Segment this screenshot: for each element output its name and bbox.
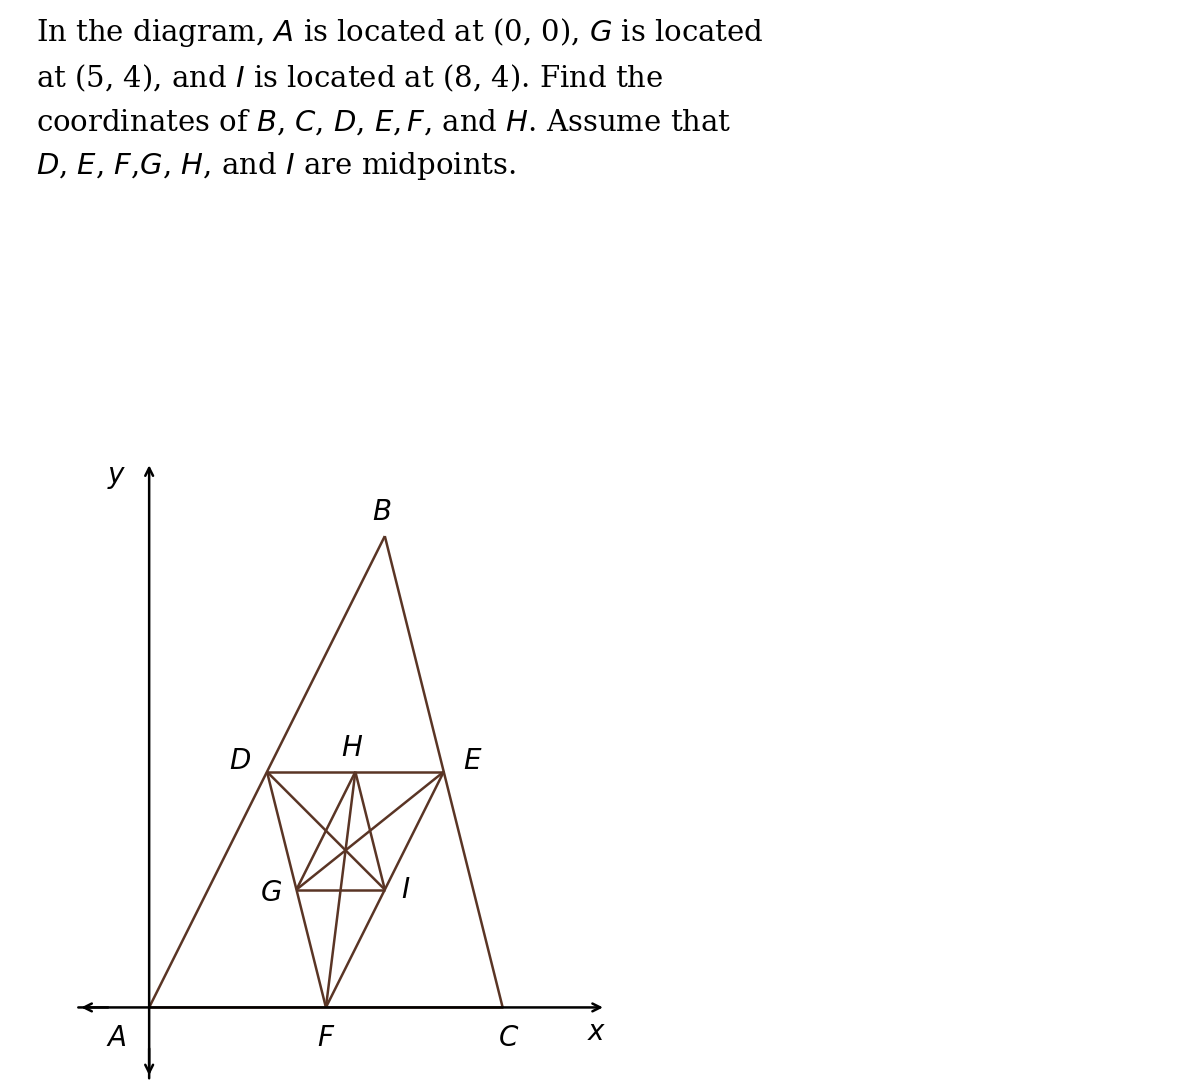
Text: $B$: $B$ bbox=[372, 499, 391, 526]
Text: $A$: $A$ bbox=[107, 1024, 127, 1052]
Text: $D$: $D$ bbox=[229, 748, 252, 775]
Text: In the diagram, $A$ is located at (0, 0), $G$ is located
at (5, 4), and $I$ is l: In the diagram, $A$ is located at (0, 0)… bbox=[36, 16, 763, 182]
Text: $x$: $x$ bbox=[587, 1019, 607, 1046]
Text: $H$: $H$ bbox=[341, 735, 364, 761]
Text: $y$: $y$ bbox=[107, 464, 126, 491]
Text: $I$: $I$ bbox=[401, 878, 410, 904]
Text: $E$: $E$ bbox=[463, 748, 482, 775]
Text: $G$: $G$ bbox=[260, 880, 282, 907]
Text: $C$: $C$ bbox=[498, 1024, 520, 1052]
Text: $F$: $F$ bbox=[317, 1024, 335, 1052]
